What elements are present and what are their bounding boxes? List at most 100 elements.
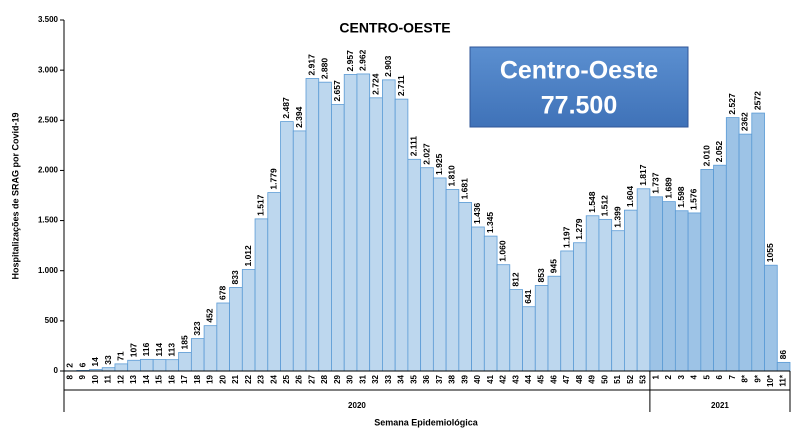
x-tick-label: 47	[562, 374, 571, 383]
value-label: 113	[167, 343, 177, 357]
x-tick-label: 27	[307, 374, 316, 383]
value-label: 71	[116, 351, 126, 361]
bar	[140, 358, 154, 372]
x-tick-label: 49	[588, 374, 597, 383]
value-label: 2.527	[727, 93, 737, 115]
bar	[178, 352, 192, 372]
bar	[407, 158, 422, 372]
x-tick-label: 37	[435, 374, 444, 383]
bar	[203, 325, 218, 372]
x-tick-label: 25	[282, 374, 291, 383]
value-label: 1.689	[663, 177, 673, 199]
bar	[713, 164, 727, 372]
bar	[216, 302, 230, 372]
x-tick-label: 52	[626, 374, 635, 383]
y-tick-label: 3.500	[38, 15, 59, 24]
x-tick-label: 31	[358, 374, 367, 383]
x-tick-label: 13	[129, 374, 138, 383]
value-label: 1.399	[612, 206, 622, 228]
value-label: 945	[549, 259, 559, 273]
x-tick-label: 32	[371, 374, 380, 383]
value-label: 1.512	[600, 195, 610, 217]
plot: 05001.0001.5002.0002.5003.0003.500286914…	[38, 15, 791, 412]
bar	[356, 73, 371, 372]
value-label: 1.279	[574, 218, 584, 240]
value-label: 2.724	[370, 73, 380, 95]
value-label: 1.517	[256, 194, 266, 216]
x-tick-label: 7	[728, 374, 737, 379]
x-axis-title: Semana Epidemiológica	[374, 417, 479, 427]
annotation-text: Centro-Oeste	[500, 57, 658, 85]
x-tick-label: 51	[613, 374, 622, 383]
x-tick-label: 3	[677, 374, 686, 379]
value-label: 185	[179, 335, 189, 349]
value-label: 2.711	[396, 75, 406, 96]
x-tick-label: 12	[116, 374, 125, 383]
x-tick-label: 17	[180, 374, 189, 383]
bar	[611, 230, 625, 372]
x-tick-label: 9	[78, 374, 87, 379]
x-tick-label: 29	[333, 374, 342, 383]
bar	[114, 363, 129, 372]
x-tick-label: 36	[422, 374, 431, 383]
x-tick-label: 14	[142, 374, 151, 383]
value-label: 6	[77, 362, 87, 367]
value-label: 86	[778, 350, 788, 360]
value-label: 33	[103, 355, 113, 365]
annotation-box	[469, 46, 689, 128]
value-label: 1.060	[498, 240, 508, 262]
bar	[636, 188, 651, 372]
bar	[496, 264, 511, 372]
bar	[152, 359, 167, 372]
x-tick-label: 2	[664, 374, 673, 379]
value-label: 812	[510, 272, 520, 286]
bar	[280, 121, 294, 372]
x-tick-label: 50	[600, 374, 609, 383]
value-label: 2.917	[307, 54, 317, 76]
y-tick-label: 2.000	[38, 166, 59, 175]
value-label: 2.027	[421, 143, 431, 165]
bar	[483, 235, 498, 372]
x-tick-label: 1	[651, 374, 660, 379]
value-label: 14	[90, 357, 100, 367]
x-tick-label: 41	[486, 374, 495, 383]
bar	[420, 167, 434, 372]
value-label: 1.681	[459, 178, 469, 200]
value-label: 2.880	[319, 58, 329, 80]
x-tick-label: 43	[511, 374, 520, 383]
value-label: 2	[65, 363, 75, 368]
value-label: 1.737	[651, 172, 661, 194]
x-tick-label: 10	[91, 374, 100, 383]
bar	[394, 98, 409, 372]
x-tick-label: 42	[499, 374, 508, 383]
bar	[725, 117, 740, 372]
bar	[585, 215, 600, 372]
bar	[534, 285, 549, 372]
x-tick-label: 16	[167, 374, 176, 383]
bar	[509, 289, 523, 372]
chart-title: CENTRO-OESTE	[339, 20, 450, 36]
bar	[573, 242, 587, 372]
x-tick-label: 45	[537, 374, 546, 383]
value-label: 1.925	[434, 153, 444, 175]
x-tick-label: 15	[155, 374, 164, 383]
value-label: 641	[523, 289, 533, 303]
bar	[458, 202, 472, 372]
x-tick-label: 21	[231, 374, 240, 383]
value-label: 833	[230, 270, 240, 284]
annotation-text: 77.500	[541, 92, 617, 120]
value-label: 2.052	[714, 141, 724, 163]
value-label: 323	[192, 321, 202, 335]
value-label: 1.576	[689, 188, 699, 210]
group-label: 2020	[348, 401, 366, 410]
bar	[445, 189, 460, 372]
value-label: 2.957	[345, 50, 355, 72]
x-tick-label: 44	[524, 374, 533, 383]
x-tick-label: 11*	[779, 374, 788, 386]
bar	[649, 196, 664, 372]
x-tick-label: 39	[460, 374, 469, 383]
bar	[292, 130, 307, 372]
bar	[331, 104, 345, 372]
value-label: 1.810	[447, 165, 457, 187]
value-label: 107	[128, 343, 138, 357]
